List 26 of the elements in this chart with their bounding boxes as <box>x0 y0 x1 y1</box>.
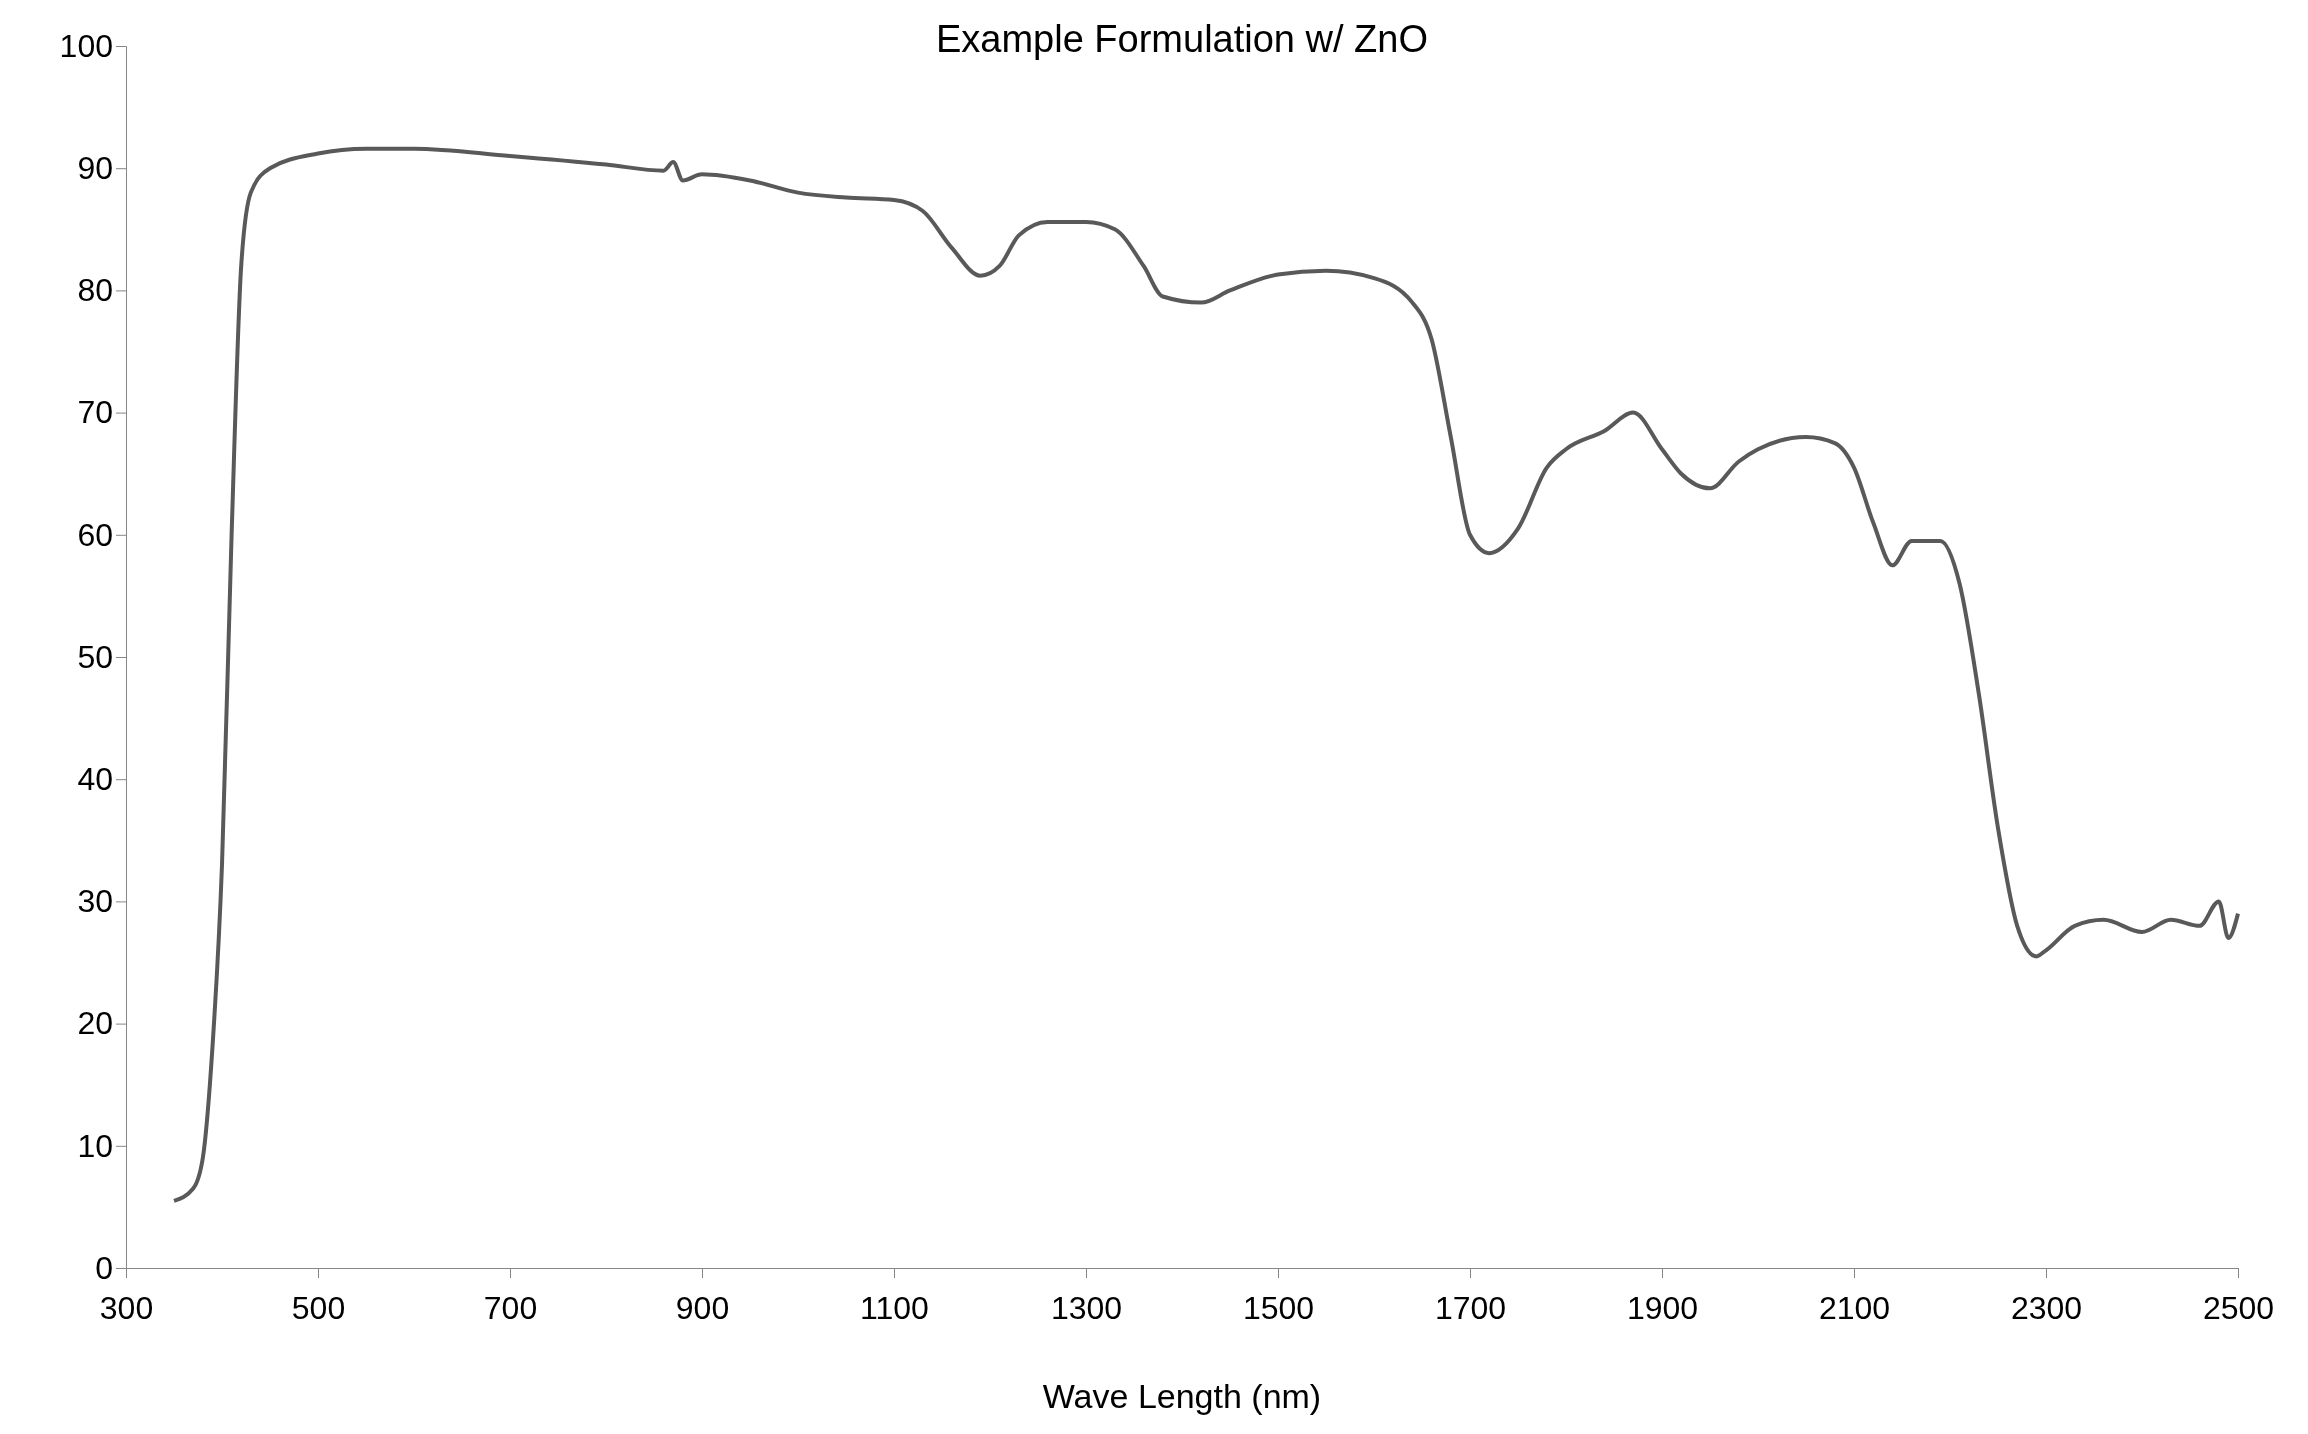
y-tick-label: 70 <box>77 394 113 431</box>
y-tick-label: 100 <box>59 27 113 64</box>
y-tick-label: 30 <box>77 883 113 920</box>
y-tick-label: 20 <box>77 1005 113 1042</box>
y-tick-label: 60 <box>77 516 113 553</box>
x-tick-label: 2500 <box>2202 1290 2275 1327</box>
y-tick-label: 0 <box>95 1249 113 1286</box>
x-tick-label: 1500 <box>1242 1290 1315 1327</box>
x-tick-label: 1300 <box>1050 1290 1123 1327</box>
x-axis-title: Wave Length (nm) <box>1042 1377 1322 1415</box>
x-tick-label: 1100 <box>860 1290 929 1327</box>
x-tick-label: 2100 <box>1818 1290 1891 1327</box>
x-tick-label: 1700 <box>1434 1290 1507 1327</box>
y-tick-label: 40 <box>77 760 113 797</box>
x-tick-label: 300 <box>99 1290 154 1327</box>
chart-title: Example Formulation w/ ZnO <box>935 18 1429 60</box>
x-tick-label: 1900 <box>1626 1290 1699 1327</box>
y-tick-label: 50 <box>77 638 113 675</box>
y-tick-label: 10 <box>77 1127 113 1164</box>
x-tick-label: 900 <box>675 1290 730 1327</box>
x-tick-label: 700 <box>483 1290 538 1327</box>
y-tick-label: 90 <box>77 149 113 186</box>
line-series <box>172 146 2240 1203</box>
y-tick-label: 80 <box>77 272 113 309</box>
x-tick-label: 500 <box>291 1290 346 1327</box>
x-tick-label: 2300 <box>2010 1290 2083 1327</box>
